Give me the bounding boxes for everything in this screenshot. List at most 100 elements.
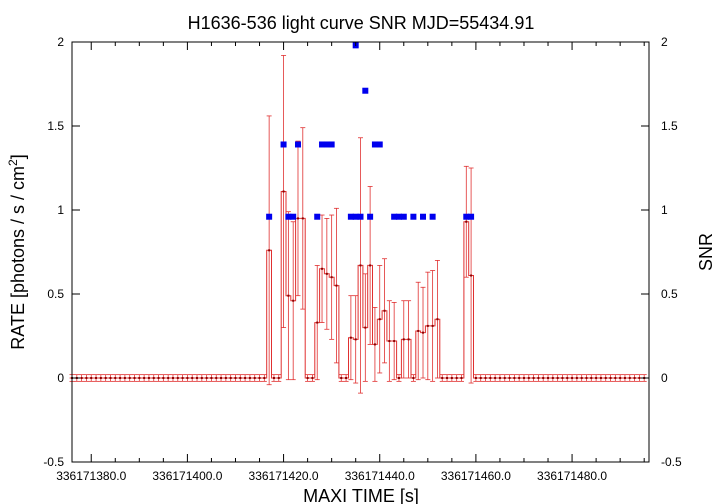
snr-point — [290, 213, 297, 220]
rate-point — [585, 377, 588, 379]
rate-point — [268, 249, 271, 252]
rate-point — [633, 377, 636, 379]
rate-point — [128, 377, 131, 379]
rate-point — [556, 377, 559, 379]
snr-point — [352, 213, 359, 220]
snr-point — [391, 213, 398, 220]
rate-point — [402, 338, 405, 341]
rate-point — [614, 377, 617, 379]
rate-point — [479, 377, 482, 379]
rate-point — [306, 377, 309, 379]
rate-point — [248, 377, 251, 379]
rate-point — [373, 343, 376, 346]
axes-layer: 336171380.0 336171400.0 336171420.0 3361714… — [43, 35, 682, 483]
rate-point — [95, 377, 98, 379]
snr-point — [376, 141, 383, 148]
rate-point — [205, 377, 208, 379]
rate-point — [364, 326, 367, 329]
rate-point — [580, 377, 583, 379]
rate-point — [527, 377, 530, 379]
snr-point — [314, 213, 321, 220]
snr-point — [395, 213, 402, 220]
y-tick-label-right: 2 — [661, 35, 668, 49]
rate-point — [176, 377, 179, 379]
rate-point — [547, 377, 550, 379]
rate-point — [383, 309, 386, 312]
snr-point — [400, 213, 407, 220]
y-axis-label-left-sup: 2 — [6, 159, 20, 166]
y-tick-label-right: 1 — [661, 203, 668, 217]
rate-point — [494, 377, 497, 379]
snr-point — [463, 213, 470, 220]
rate-point — [412, 377, 415, 379]
rate-point — [119, 377, 122, 379]
rate-point — [196, 377, 199, 379]
rate-point — [253, 377, 256, 379]
y-axis-label-right: SNR — [696, 233, 716, 271]
rate-point — [590, 377, 593, 379]
rate-point — [422, 331, 425, 334]
snr-point — [280, 141, 287, 148]
snr-point — [328, 141, 335, 148]
rate-point — [349, 336, 352, 339]
rate-point — [522, 377, 525, 379]
rate-point — [311, 377, 314, 379]
rate-point — [90, 377, 93, 379]
rate-point — [210, 377, 213, 379]
rate-point — [595, 377, 598, 379]
rate-point — [133, 377, 136, 379]
rate-point — [354, 338, 357, 341]
y-axis-label-left-end: ] — [8, 154, 28, 159]
rate-point — [489, 377, 492, 379]
rate-point — [460, 377, 463, 379]
snr-point — [347, 213, 354, 220]
rate-point — [537, 377, 540, 379]
rate-point — [296, 217, 299, 220]
rate-point — [191, 377, 194, 379]
y-tick-label-right: 0 — [661, 371, 668, 385]
snr-point — [294, 141, 301, 148]
rate-point — [114, 377, 117, 379]
rate-point — [167, 377, 170, 379]
rate-point — [234, 377, 237, 379]
x-tick-label: 336171400.0 — [152, 469, 222, 483]
rate-point — [200, 377, 203, 379]
x-tick-label: 336171420.0 — [249, 469, 319, 483]
rate-point — [609, 377, 612, 379]
rate-point — [345, 377, 348, 379]
rate-point — [171, 377, 174, 379]
rate-point — [407, 338, 410, 341]
x-tick-label: 336171380.0 — [56, 469, 126, 483]
rate-point — [619, 377, 622, 379]
rate-point — [292, 299, 295, 302]
x-tick-label: 336171440.0 — [345, 469, 415, 483]
rate-point — [272, 377, 275, 379]
rate-point — [561, 377, 564, 379]
rate-point — [446, 377, 449, 379]
rate-point — [388, 340, 391, 343]
snr-point — [371, 141, 378, 148]
rate-point — [417, 329, 420, 332]
rate-point — [138, 377, 141, 379]
rate-point — [397, 377, 400, 379]
rate-point — [325, 272, 328, 275]
rate-point — [258, 377, 261, 379]
rate-point — [450, 377, 453, 379]
x-tick-label: 336171460.0 — [441, 469, 511, 483]
rate-point — [513, 377, 516, 379]
rate-point — [393, 340, 396, 343]
rate-point — [566, 377, 569, 379]
rate-point — [109, 377, 112, 379]
rate-point — [152, 377, 155, 379]
y-tick-label-left: -0.5 — [43, 455, 64, 469]
rate-point — [157, 377, 160, 379]
rate-point — [147, 377, 150, 379]
rate-point — [224, 377, 227, 379]
snr-point — [410, 213, 417, 220]
snr-point — [285, 213, 292, 220]
rate-point — [80, 377, 83, 379]
rate-point — [426, 324, 429, 327]
y-tick-label-left: 2 — [57, 35, 64, 49]
rate-point — [263, 377, 266, 379]
